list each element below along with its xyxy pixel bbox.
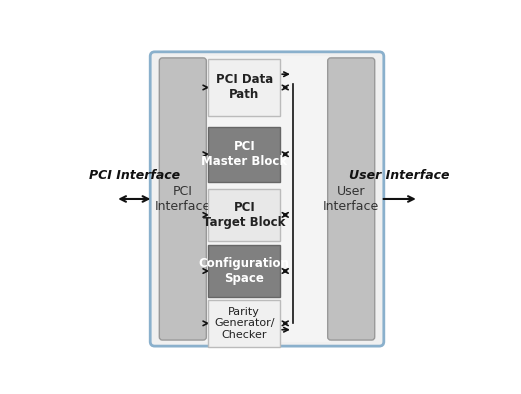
Text: PCI
Master Block: PCI Master Block (201, 140, 287, 168)
Text: PCI Data
Path: PCI Data Path (216, 73, 273, 102)
FancyBboxPatch shape (208, 189, 280, 241)
Text: User
Interface: User Interface (323, 185, 379, 213)
FancyBboxPatch shape (150, 52, 384, 346)
FancyBboxPatch shape (208, 58, 280, 117)
Text: Parity
Generator/
Checker: Parity Generator/ Checker (214, 307, 275, 340)
Bar (203, 56, 331, 342)
Text: PCI
Target Block: PCI Target Block (203, 201, 286, 229)
FancyBboxPatch shape (208, 127, 280, 182)
FancyBboxPatch shape (208, 245, 280, 297)
Text: PCI Interface: PCI Interface (90, 169, 181, 182)
Text: PCI
Interface: PCI Interface (155, 185, 211, 213)
Text: Configuration
Space: Configuration Space (199, 257, 290, 285)
FancyBboxPatch shape (328, 58, 375, 340)
Text: User Interface: User Interface (349, 169, 449, 182)
FancyBboxPatch shape (208, 300, 280, 347)
FancyBboxPatch shape (159, 58, 206, 340)
